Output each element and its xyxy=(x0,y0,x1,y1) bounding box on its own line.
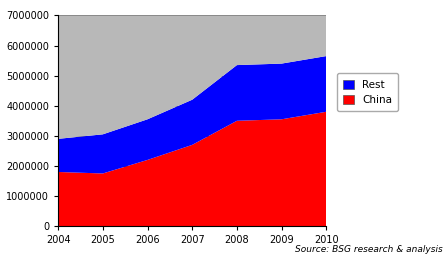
Legend: Rest, China: Rest, China xyxy=(337,73,398,112)
Text: Source: BSG research & analysis: Source: BSG research & analysis xyxy=(295,245,443,254)
